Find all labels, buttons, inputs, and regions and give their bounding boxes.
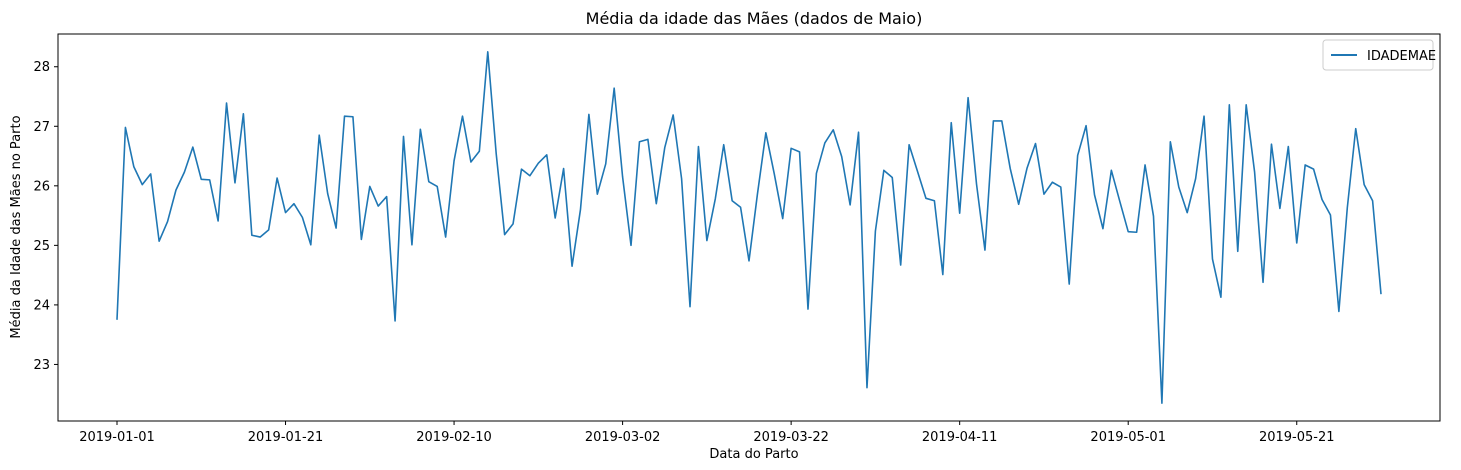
y-tick-label: 26 — [33, 179, 50, 194]
x-axis: 2019-01-01 2019-01-21 2019-02-10 2019-03-02… — [79, 421, 1335, 445]
y-axis-label: Média da Idade das Mães no Parto — [9, 115, 24, 338]
y-tick-label: 23 — [33, 358, 50, 373]
y-axis: 23 24 25 26 27 28 — [33, 60, 58, 373]
x-tick-label: 2019-05-01 — [1090, 430, 1166, 445]
legend-box — [1322, 39, 1434, 71]
chart-title: Média da idade das Mães (dados de Maio) — [586, 9, 923, 28]
x-tick-label: 2019-03-22 — [753, 430, 829, 445]
x-tick-label: 2019-05-21 — [1259, 430, 1335, 445]
x-axis-label: Data do Parto — [709, 447, 798, 462]
x-tick-label: 2019-01-21 — [248, 430, 324, 445]
y-tick-label: 27 — [33, 120, 50, 135]
plot-frame — [57, 33, 1441, 422]
x-tick-label: 2019-02-10 — [416, 430, 492, 445]
legend-label: IDADEMAE — [1367, 49, 1436, 64]
plot-area — [58, 34, 1440, 421]
legend: IDADEMAE — [1322, 39, 1436, 71]
y-tick-label: 25 — [33, 239, 50, 254]
series-line-idademae — [116, 51, 1382, 404]
series-layer — [116, 51, 1382, 404]
x-tick-label: 2019-03-02 — [585, 430, 661, 445]
x-tick-label: 2019-04-11 — [922, 430, 998, 445]
x-tick-label: 2019-01-01 — [79, 430, 155, 445]
y-tick-label: 28 — [33, 60, 50, 75]
y-tick-label: 24 — [33, 298, 50, 313]
